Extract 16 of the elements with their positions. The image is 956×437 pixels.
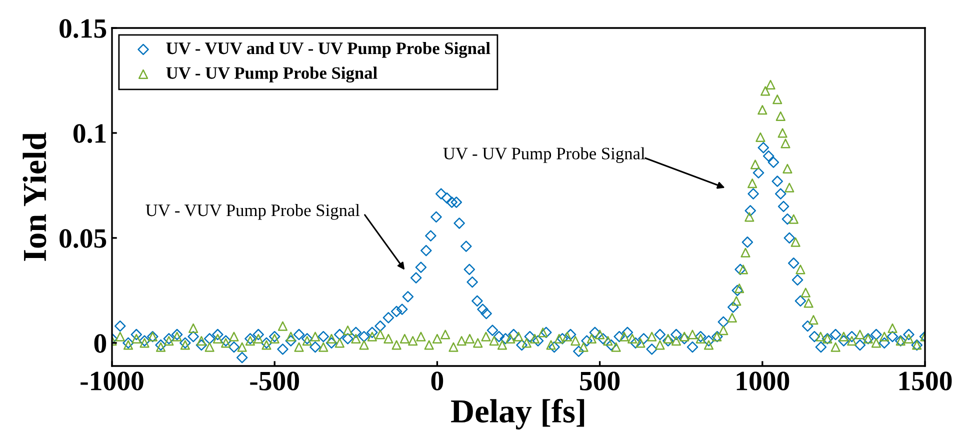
legend-label: UV - VUV and UV - UV Pump Probe Signal — [166, 42, 490, 58]
x-tick-label: 500 — [580, 372, 620, 390]
x-tick-label: 1000 — [736, 372, 790, 390]
x-tick-label: 0 — [431, 372, 444, 390]
y-tick-label: 0.15 — [60, 19, 106, 38]
x-tick-label: -500 — [250, 372, 299, 390]
annotation: UV - VUV Pump Probe Signal — [146, 204, 360, 220]
annotation: UV - UV Pump Probe Signal — [443, 147, 645, 163]
y-tick-label: 0.1 — [73, 124, 106, 143]
y-axis-title: Ion Yield — [22, 132, 46, 261]
x-tick-label: -1000 — [80, 372, 144, 390]
legend-label: UV - UV Pump Probe Signal — [166, 66, 378, 83]
x-axis-title: Delay [fs] — [451, 398, 584, 430]
y-tick-label: 0.05 — [60, 229, 106, 248]
x-tick-label: 1500 — [899, 372, 952, 390]
y-tick-label: 0 — [94, 334, 106, 353]
